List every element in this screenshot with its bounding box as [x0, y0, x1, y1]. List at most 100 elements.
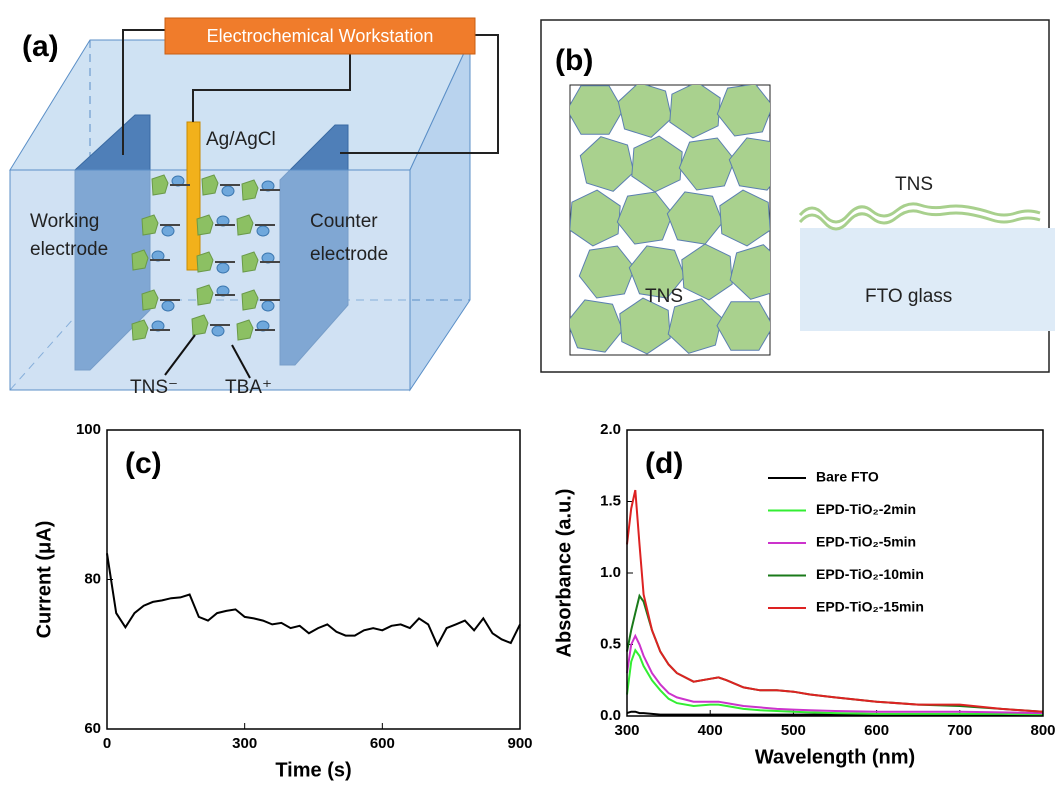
- plot-frame: [626, 429, 1044, 717]
- legend-label: EPD-TiO₂-5min: [816, 534, 916, 550]
- tns-sheet: [131, 249, 149, 271]
- nanosheet: [719, 189, 770, 247]
- tba-ion: [261, 300, 275, 312]
- y-tick-label: 1.5: [600, 492, 621, 509]
- wire: [340, 34, 499, 154]
- plot-frame: [106, 429, 521, 730]
- data-line: [626, 489, 1044, 713]
- cation-label: TBA⁺: [225, 377, 272, 398]
- x-tick-label: 700: [947, 722, 972, 739]
- legend-label: EPD-TiO₂-15min: [816, 599, 924, 615]
- tank-top: [9, 39, 471, 171]
- y-tick-label: 0.0: [600, 707, 621, 724]
- y-tick-label: 100: [76, 421, 101, 438]
- legend-label: EPD-TiO₂-10min: [816, 566, 924, 582]
- x-tick-label: 300: [614, 722, 639, 739]
- reference-label: Ag/AgCl: [206, 129, 276, 150]
- nanosheet: [570, 85, 624, 135]
- panel-label: (b): [555, 44, 593, 77]
- y-tick-label: 0.5: [600, 635, 621, 652]
- tba-ion: [221, 185, 235, 197]
- x-axis-label: Time (s): [275, 759, 351, 781]
- tba-ion: [256, 225, 270, 237]
- nanosheets: [570, 85, 770, 355]
- tank-front: [9, 169, 411, 391]
- reference-electrode: [186, 121, 201, 271]
- data-line: [626, 633, 1044, 715]
- y-tick-label: 2.0: [600, 421, 621, 438]
- legend-label: Bare FTO: [816, 469, 879, 485]
- x-tick-label: 500: [781, 722, 806, 739]
- x-tick-label: 300: [232, 735, 257, 752]
- nanosheet: [669, 85, 721, 139]
- tns-sheet: [241, 289, 259, 311]
- tns-sheet: [131, 319, 149, 341]
- tns-layer: [798, 202, 1041, 224]
- ions: [131, 174, 280, 341]
- nanosheet: [570, 189, 621, 247]
- tns-sheet: [201, 174, 219, 196]
- tns-sheet: [241, 251, 259, 273]
- nanosheet: [716, 85, 770, 137]
- counter-label: Counter: [310, 211, 378, 232]
- tns-sheet: [236, 214, 254, 236]
- panel-b: (b) TNS TNS FTO glass: [540, 19, 1055, 373]
- nanosheet: [617, 85, 673, 138]
- substrate-label: FTO glass: [865, 286, 952, 307]
- panel-label: (a): [22, 30, 59, 63]
- data-line: [106, 553, 521, 648]
- counter-label: electrode: [310, 244, 388, 265]
- tns-sheet: [196, 251, 214, 273]
- layer-label: TNS: [895, 174, 933, 195]
- x-tick-label: 600: [370, 735, 395, 752]
- working-label: electrode: [30, 239, 108, 260]
- tns-sheet: [241, 179, 259, 201]
- tns-sheet: [236, 319, 254, 341]
- panel-label: (d): [645, 447, 683, 480]
- nanosheet: [619, 297, 671, 355]
- nanosheet: [716, 301, 770, 351]
- data-line: [626, 648, 1044, 716]
- nanosheet: [579, 136, 635, 192]
- tns-sheet: [191, 314, 209, 336]
- x-tick-label: 400: [698, 722, 723, 739]
- x-axis-label: Wavelength (nm): [755, 746, 915, 768]
- anion-label: TNS⁻: [130, 377, 178, 398]
- y-axis-label: Absorbance (a.u.): [553, 489, 575, 658]
- tba-ion: [216, 262, 230, 274]
- x-tick-label: 0: [103, 735, 111, 752]
- y-axis-label: Current (μA): [33, 521, 55, 639]
- panel-label: (c): [125, 447, 162, 480]
- tba-ion: [211, 325, 225, 337]
- y-tick-label: 60: [84, 720, 101, 737]
- tns-layer: [798, 209, 1041, 231]
- tns-sheet: [141, 214, 159, 236]
- working-label: Working: [30, 211, 99, 232]
- panel-a: (a) Electrochemical Workstation Ag/AgCl …: [9, 17, 499, 398]
- wire: [192, 45, 351, 122]
- tns-sheet: [196, 284, 214, 306]
- nanosheet: [681, 243, 733, 301]
- tns-sheet: [141, 289, 159, 311]
- y-tick-label: 1.0: [600, 564, 621, 581]
- fto-glass: [800, 228, 1055, 331]
- arrow: [164, 334, 196, 376]
- tns-sheet: [151, 174, 169, 196]
- x-tick-label: 800: [1030, 722, 1055, 739]
- wire: [122, 29, 165, 155]
- workstation-box: [164, 17, 476, 55]
- arrow: [231, 344, 251, 379]
- tba-ion: [161, 225, 175, 237]
- y-tick-label: 80: [84, 570, 101, 587]
- nanosheet: [667, 298, 723, 354]
- x-tick-label: 600: [864, 722, 889, 739]
- legend-label: EPD-TiO₂-2min: [816, 501, 916, 517]
- tns-sheet: [196, 214, 214, 236]
- film-label: TNS: [645, 286, 683, 307]
- nanosheet: [728, 137, 770, 191]
- tba-ion: [161, 300, 175, 312]
- nanosheet: [729, 244, 770, 300]
- x-tick-label: 900: [507, 735, 532, 752]
- workstation-label: Electrochemical Workstation: [207, 26, 434, 46]
